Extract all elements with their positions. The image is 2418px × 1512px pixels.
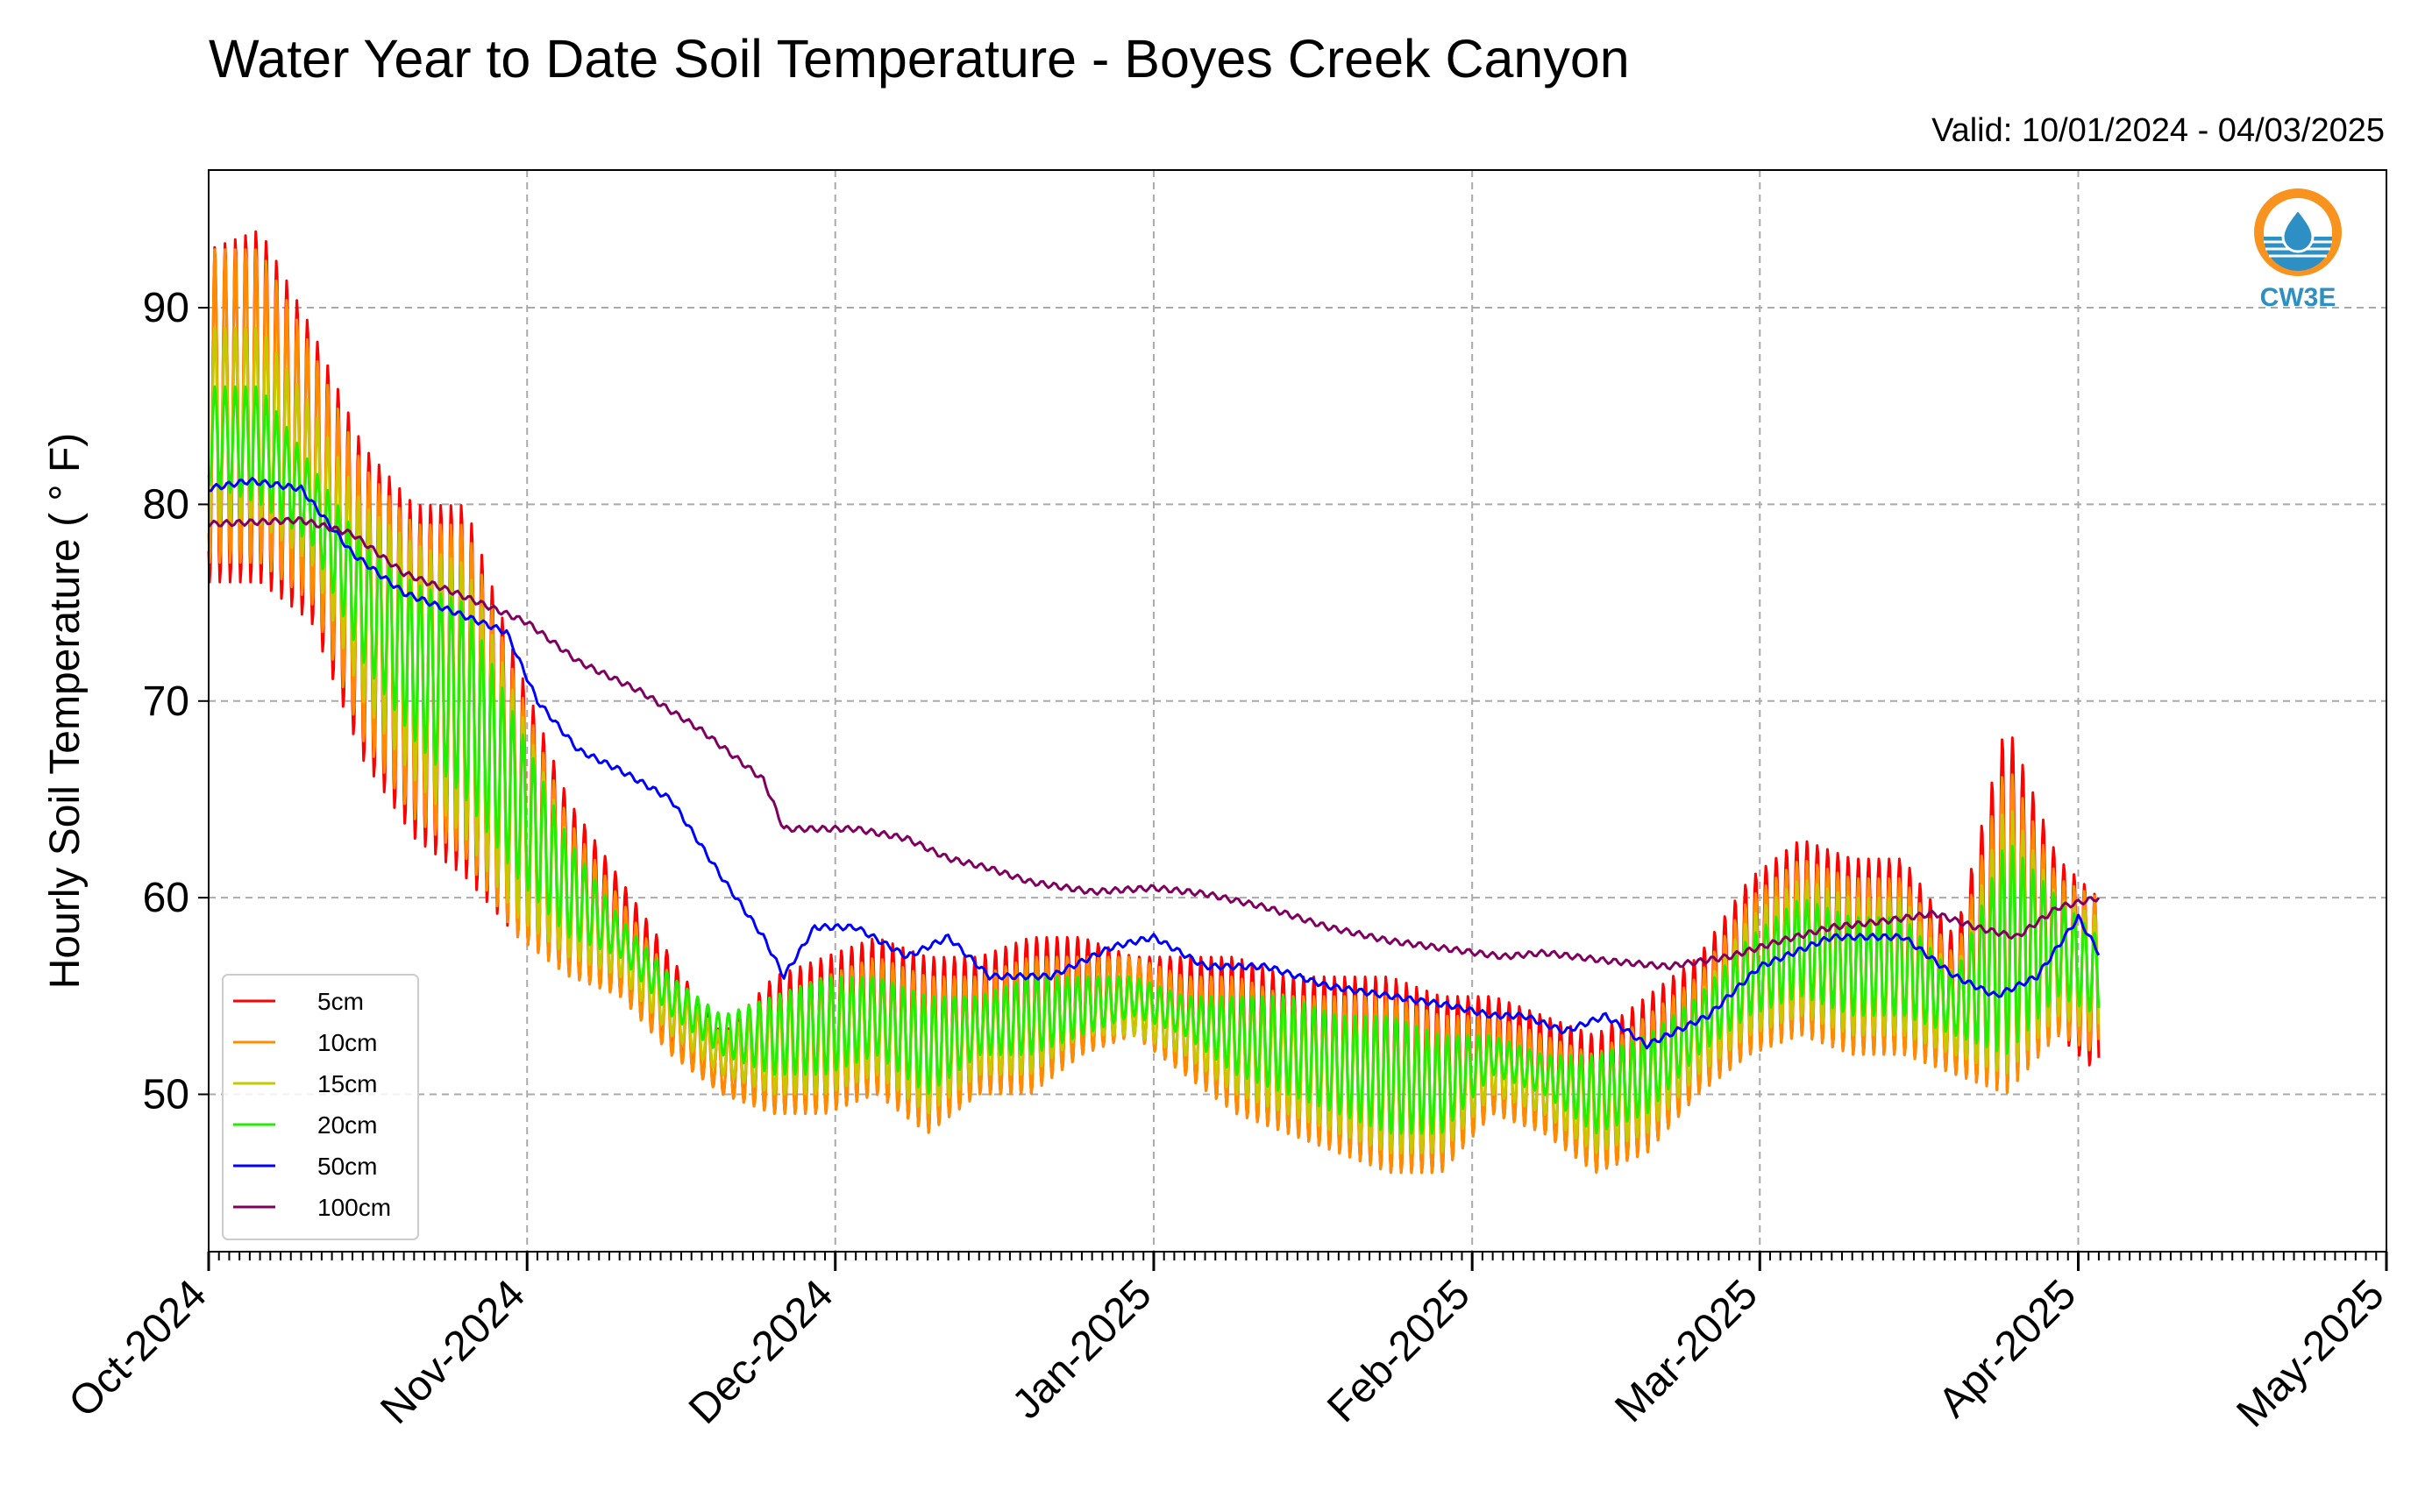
legend-label: 10cm xyxy=(317,1029,377,1056)
cw3e-logo: CW3E xyxy=(2254,188,2342,312)
series-line-100cm xyxy=(207,516,2101,970)
series-line-50cm xyxy=(208,477,2101,1050)
y-tick-label: 90 xyxy=(143,285,189,331)
legend-label: 100cm xyxy=(317,1194,391,1221)
series-lines xyxy=(207,230,2101,1175)
legend: 5cm 10cm 15cm 20cm 50cm 100cm xyxy=(222,974,419,1240)
logo-water-icon xyxy=(2264,237,2332,271)
valid-date-range: Valid: 10/01/2024 - 04/03/2025 xyxy=(1931,112,2385,149)
logo-text: CW3E xyxy=(2260,283,2336,312)
y-axis-label: Hourly Soil Temperature ( ° F) xyxy=(42,433,89,990)
y-tick-label: 50 xyxy=(143,1072,189,1118)
series-line-20cm xyxy=(207,385,2101,1135)
y-tick-label: 80 xyxy=(143,481,189,528)
legend-label: 15cm xyxy=(317,1070,377,1097)
chart-title: Water Year to Date Soil Temperature - Bo… xyxy=(209,29,1630,89)
y-tick-label: 60 xyxy=(143,875,189,921)
legend-label: 50cm xyxy=(317,1153,377,1180)
logo-drop-icon xyxy=(2281,207,2315,253)
legend-label: 20cm xyxy=(317,1111,377,1139)
legend-label: 5cm xyxy=(317,988,364,1015)
y-tick-label: 70 xyxy=(143,678,189,725)
